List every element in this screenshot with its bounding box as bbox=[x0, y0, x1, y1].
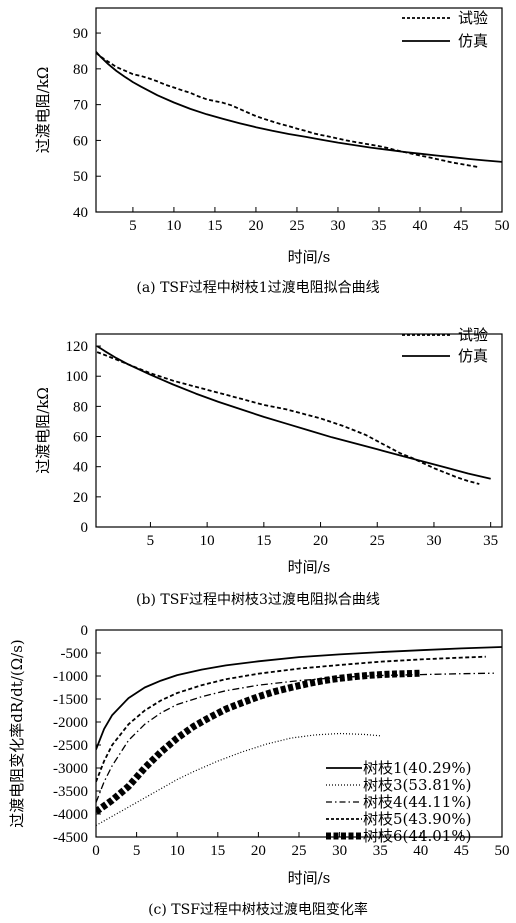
y-tick-label: -2500 bbox=[53, 738, 88, 754]
x-tick-label: 25 bbox=[292, 843, 307, 859]
x-tick-label: 5 bbox=[133, 843, 141, 859]
series-line-1 bbox=[96, 646, 502, 750]
y-tick-label: -1500 bbox=[53, 692, 88, 708]
x-tick-label: 45 bbox=[453, 218, 468, 234]
x-axis-label: 时间/s bbox=[288, 558, 331, 576]
x-tick-label: 35 bbox=[483, 533, 498, 549]
series-line-1 bbox=[96, 351, 480, 485]
chart-caption: (a) TSF过程中树枝1过渡电阻拟合曲线 bbox=[136, 280, 379, 296]
x-tick-label: 40 bbox=[412, 218, 427, 234]
y-tick-label: 40 bbox=[73, 205, 88, 221]
x-tick-label: 40 bbox=[413, 843, 428, 859]
x-tick-label: 15 bbox=[207, 218, 222, 234]
x-tick-label: 35 bbox=[373, 843, 388, 859]
x-tick-label: 30 bbox=[330, 218, 345, 234]
y-tick-label: -1000 bbox=[53, 669, 88, 685]
chart-2: 5 10 15 20 25 30 35 0 20 40 60 80 100 120 时间/s 过渡电阻/kΩ 试… bbox=[34, 326, 503, 608]
x-tick-label: 10 bbox=[170, 843, 185, 859]
y-axis-label: 过渡电阻/kΩ bbox=[34, 67, 52, 154]
legend-label-4: 树枝5(43.90%) bbox=[363, 810, 471, 828]
x-tick-label: 30 bbox=[332, 843, 347, 859]
legend-label-1: 试验 bbox=[458, 9, 488, 27]
x-tick-label: 45 bbox=[454, 843, 469, 859]
y-axis-label: 过渡电阻/kΩ bbox=[34, 387, 52, 474]
legend-label-1: 树枝1(40.29%) bbox=[363, 759, 471, 777]
y-tick-label: -2000 bbox=[53, 715, 88, 731]
chart-caption: (c) TSF过程中树枝过渡电阻变化率 bbox=[148, 901, 368, 918]
legend-label-5: 树枝6(44.01%) bbox=[363, 827, 471, 845]
y-tick-label: -4500 bbox=[53, 830, 88, 846]
x-tick-label: 10 bbox=[166, 218, 181, 234]
y-tick-label: 120 bbox=[66, 339, 89, 355]
y-tick-label: -3000 bbox=[53, 761, 88, 777]
x-tick-label: 50 bbox=[495, 218, 510, 234]
plot-frame bbox=[95, 333, 503, 528]
chart-caption: (b) TSF过程中树枝3过渡电阻拟合曲线 bbox=[136, 592, 380, 608]
chart-1: 5 10 15 20 25 30 35 40 45 50 40 50 60 70 80 90 时间/s 过渡电阻/… bbox=[34, 7, 510, 296]
y-tick-label: -4000 bbox=[53, 807, 88, 823]
legend-label-2: 仿真 bbox=[458, 347, 488, 365]
x-tick-label: 10 bbox=[200, 533, 215, 549]
series-line-2 bbox=[96, 732, 381, 827]
x-tick-label: 25 bbox=[370, 533, 385, 549]
x-tick-label: 5 bbox=[129, 218, 137, 234]
y-tick-label: 40 bbox=[73, 460, 88, 476]
y-tick-label: -3500 bbox=[53, 784, 88, 800]
series-line-5 bbox=[96, 669, 421, 815]
chart-3: 0 5 10 15 20 25 30 35 40 45 50 0 -500 -1000 -1500 -2000… bbox=[8, 623, 510, 918]
series-line-2 bbox=[96, 51, 502, 163]
x-axis-label: 时间/s bbox=[288, 869, 331, 887]
y-tick-label: 60 bbox=[73, 430, 88, 446]
y-tick-label: 50 bbox=[73, 169, 88, 185]
x-tick-label: 25 bbox=[289, 218, 304, 234]
y-tick-label: -500 bbox=[61, 646, 89, 662]
y-tick-label: 100 bbox=[66, 369, 89, 385]
y-tick-label: 20 bbox=[73, 490, 88, 506]
legend-label-2: 仿真 bbox=[458, 32, 488, 50]
x-tick-label: 5 bbox=[147, 533, 155, 549]
series-line-2 bbox=[96, 345, 491, 480]
plot-frame bbox=[95, 7, 503, 213]
legend-label-1: 试验 bbox=[458, 326, 488, 344]
y-tick-label: 90 bbox=[73, 26, 88, 42]
x-tick-label: 50 bbox=[495, 843, 510, 859]
series-line-1 bbox=[96, 52, 478, 168]
y-tick-label: 70 bbox=[73, 98, 88, 114]
y-tick-label: 0 bbox=[81, 623, 89, 639]
y-tick-label: 80 bbox=[73, 62, 88, 78]
x-axis-label: 时间/s bbox=[288, 248, 331, 266]
series-line-4 bbox=[96, 655, 486, 783]
y-tick-label: 60 bbox=[73, 133, 88, 149]
x-tick-label: 15 bbox=[210, 843, 225, 859]
x-tick-label: 15 bbox=[256, 533, 271, 549]
y-tick-label: 0 bbox=[81, 520, 89, 536]
x-tick-label: 20 bbox=[248, 218, 263, 234]
x-tick-label: 30 bbox=[426, 533, 441, 549]
legend-label-3: 树枝4(44.11%) bbox=[363, 793, 471, 811]
x-tick-label: 35 bbox=[371, 218, 386, 234]
y-tick-label: 80 bbox=[73, 399, 88, 415]
x-tick-label: 0 bbox=[92, 843, 100, 859]
x-tick-label: 20 bbox=[313, 533, 328, 549]
x-tick-label: 20 bbox=[251, 843, 266, 859]
legend-label-2: 树枝3(53.81%) bbox=[363, 776, 471, 794]
y-axis-label: 过渡电阻变化率dR/dt/(Ω/s) bbox=[8, 639, 26, 828]
